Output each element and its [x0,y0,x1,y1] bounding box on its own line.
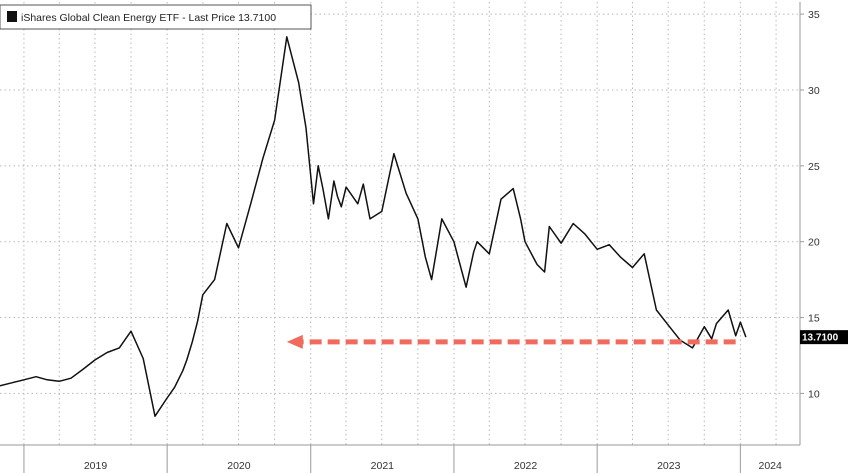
y-tick-label: 30 [808,85,820,97]
y-tick-label: 10 [808,388,820,400]
y-tick-label: 35 [808,9,820,21]
legend-box [0,4,312,30]
x-tick-label: 2022 [514,460,538,472]
x-tick-label: 2023 [657,460,681,472]
y-tick-label: 25 [808,161,820,173]
legend: iShares Global Clean Energy ETF - Last P… [0,4,312,30]
x-tick-label: 2024 [759,460,783,472]
x-tick-label: 2019 [84,460,108,472]
annotation-arrow-head [286,334,303,349]
x-axis: 2019 2020 2021 2022 2023 2024 [23,445,783,473]
last-price-tag: 13.7100 [800,330,848,345]
y-axis: 10 15 20 25 30 35 [800,9,820,400]
y-tick-label: 20 [808,237,820,249]
grid [0,2,800,445]
annotation-arrow [286,334,736,349]
y-tick-label: 15 [808,313,820,325]
legend-label: iShares Global Clean Energy ETF - Last P… [21,12,276,24]
x-tick-label: 2020 [227,460,251,472]
series-line-price [0,36,747,417]
last-price-tag-background [800,330,848,345]
x-tick-label: 2021 [371,460,395,472]
legend-swatch [7,11,17,22]
last-price-tag-label: 13.7100 [802,333,839,344]
